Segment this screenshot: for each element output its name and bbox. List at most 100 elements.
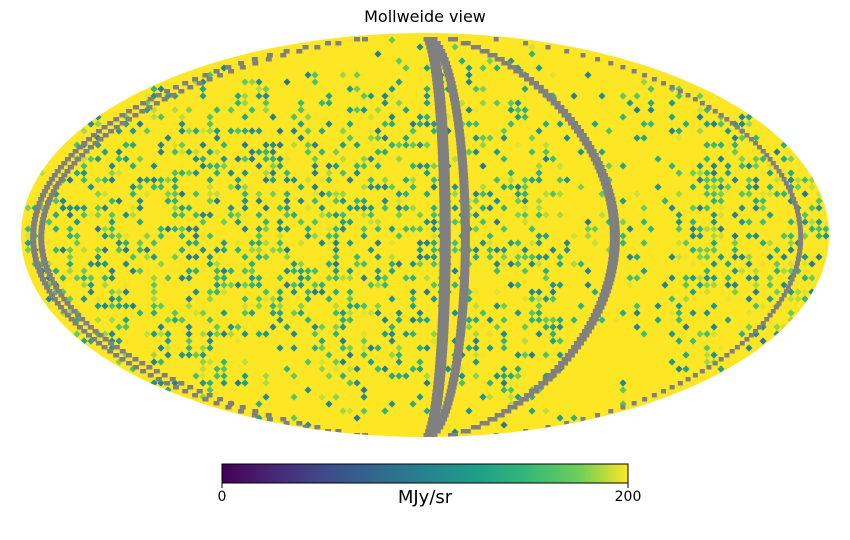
map-pixel	[535, 204, 543, 212]
map-pixel	[220, 267, 228, 275]
masked-pixel	[609, 237, 620, 242]
map-pixel	[423, 274, 431, 282]
map-pixel	[346, 344, 354, 352]
masked-pixel	[447, 385, 457, 390]
masked-pixel	[49, 293, 56, 298]
masked-pixel	[706, 365, 712, 370]
masked-pixel	[453, 353, 463, 358]
map-pixel	[227, 183, 235, 191]
masked-pixel	[42, 209, 49, 214]
map-pixel	[80, 134, 88, 142]
map-pixel	[535, 295, 543, 303]
masked-pixel	[459, 289, 469, 294]
healpix-pixel-layer	[24, 36, 829, 437]
map-pixel	[227, 323, 235, 331]
map-pixel	[304, 274, 312, 282]
masked-pixel	[699, 369, 705, 374]
map-pixel	[381, 92, 389, 100]
map-pixel	[451, 246, 459, 254]
map-pixel	[542, 253, 550, 261]
map-pixel	[703, 267, 711, 275]
map-pixel	[500, 260, 508, 268]
masked-pixel	[797, 221, 803, 226]
masked-pixel	[51, 173, 58, 178]
masked-pixel	[32, 257, 39, 262]
map-pixel	[255, 281, 263, 289]
colorbar-unit-label: MJy/sr	[398, 487, 453, 508]
map-pixel	[325, 92, 333, 100]
chart-title: Mollweide view	[364, 7, 486, 26]
map-pixel	[304, 148, 312, 156]
map-pixel	[178, 120, 186, 128]
masked-pixel	[438, 417, 448, 422]
masked-pixel	[795, 257, 801, 262]
masked-pixel	[609, 233, 620, 238]
masked-pixel	[438, 309, 450, 314]
map-pixel	[318, 281, 326, 289]
map-pixel	[423, 113, 431, 121]
map-pixel	[108, 316, 116, 324]
masked-pixel	[239, 65, 246, 70]
map-pixel	[297, 183, 305, 191]
map-pixel	[283, 267, 291, 275]
masked-pixel	[439, 253, 451, 258]
masked-pixel	[554, 365, 565, 370]
masked-pixel	[57, 165, 64, 170]
map-pixel	[801, 176, 809, 184]
map-pixel	[192, 239, 200, 247]
map-pixel	[402, 106, 410, 114]
map-pixel	[283, 176, 291, 184]
masked-pixel	[739, 129, 745, 134]
map-pixel	[185, 253, 193, 261]
masked-pixel	[55, 181, 62, 186]
map-pixel	[136, 246, 144, 254]
map-pixel	[549, 288, 557, 296]
map-pixel	[213, 127, 221, 135]
masked-pixel	[153, 369, 160, 374]
masked-pixel	[444, 73, 454, 78]
map-pixel	[199, 246, 207, 254]
map-pixel	[325, 211, 333, 219]
map-pixel	[668, 127, 676, 135]
map-pixel	[80, 155, 88, 163]
map-pixel	[178, 316, 186, 324]
map-pixel	[745, 183, 753, 191]
map-pixel	[507, 393, 515, 401]
masked-pixel	[545, 425, 551, 430]
map-pixel	[731, 288, 739, 296]
map-pixel	[717, 120, 725, 128]
map-pixel	[724, 260, 732, 268]
masked-pixel	[54, 301, 61, 306]
masked-pixel	[609, 241, 620, 246]
masked-pixel	[438, 313, 450, 318]
map-pixel	[472, 337, 480, 345]
map-pixel	[339, 71, 347, 79]
masked-pixel	[609, 225, 620, 230]
map-pixel	[360, 330, 368, 338]
map-pixel	[409, 274, 417, 282]
map-pixel	[493, 302, 501, 310]
map-pixel	[577, 260, 585, 268]
map-pixel	[395, 211, 403, 219]
map-pixel	[283, 246, 291, 254]
map-pixel	[353, 204, 361, 212]
map-pixel	[164, 337, 172, 345]
map-pixel	[542, 274, 550, 282]
masked-pixel	[631, 401, 637, 406]
map-pixel	[136, 176, 144, 184]
map-pixel	[101, 260, 109, 268]
map-pixel	[745, 225, 753, 233]
map-pixel	[738, 267, 746, 275]
map-pixel	[514, 99, 522, 107]
masked-pixel	[450, 373, 460, 378]
masked-pixel	[324, 429, 331, 434]
masked-pixel	[460, 245, 470, 250]
map-pixel	[339, 337, 347, 345]
masked-pixel	[550, 369, 561, 374]
masked-pixel	[776, 301, 782, 306]
map-pixel	[374, 225, 382, 233]
map-pixel	[507, 379, 515, 387]
map-pixel	[521, 253, 529, 261]
map-pixel	[171, 190, 179, 198]
map-pixel	[731, 232, 739, 240]
